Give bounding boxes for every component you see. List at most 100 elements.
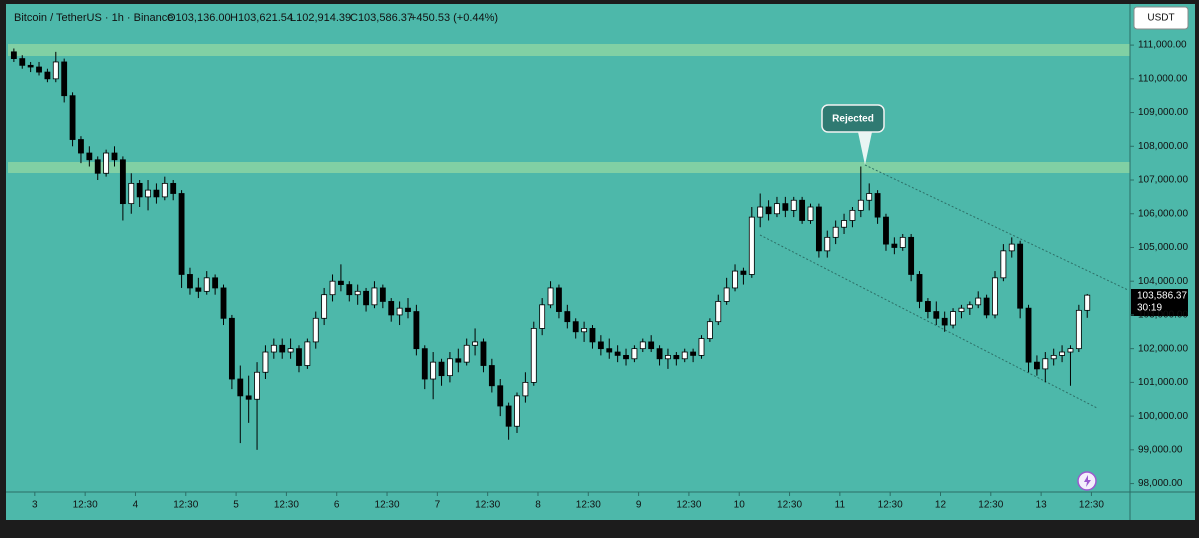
candle-body <box>228 317 235 380</box>
candle-body <box>19 58 26 66</box>
candle-body <box>170 182 177 194</box>
candle-body <box>86 152 93 161</box>
candle-body <box>455 358 462 363</box>
y-tick-label: 109,000.00 <box>1138 107 1188 118</box>
candle-body <box>111 152 118 161</box>
candle-body <box>1075 309 1082 350</box>
candle-body <box>1084 294 1091 311</box>
chart-background <box>6 4 1195 520</box>
candle-body <box>1000 250 1007 279</box>
candle-body <box>690 351 697 356</box>
x-tick-label: 12:30 <box>73 500 98 511</box>
y-tick-label: 101,000.00 <box>1138 377 1188 388</box>
candle-body <box>899 236 906 248</box>
countdown: 30:19 <box>1137 303 1162 314</box>
high-value: H103,621.54 <box>230 12 293 24</box>
y-tick-label: 110,000.00 <box>1138 73 1188 84</box>
candle-body <box>589 328 596 343</box>
candle-body <box>304 341 311 366</box>
x-tick-label: 12:30 <box>676 500 701 511</box>
candle-body <box>740 270 747 275</box>
candle-body <box>203 277 210 292</box>
y-tick-label: 100,000.00 <box>1138 411 1188 422</box>
candle-body <box>656 348 663 360</box>
candle-body <box>312 317 319 343</box>
candle-body <box>413 311 420 350</box>
symbol: Bitcoin / TetherUS · 1h · Binance <box>14 12 173 24</box>
candle-body <box>732 270 738 289</box>
candle-body <box>916 274 923 302</box>
candle-body <box>706 321 713 339</box>
candle-body <box>296 348 302 366</box>
candle-body <box>639 341 646 350</box>
candle-body <box>547 287 554 306</box>
candle-body <box>212 277 219 289</box>
candle-body <box>379 287 386 302</box>
candle-body <box>396 307 403 316</box>
currency-label[interactable]: USDT <box>1147 13 1174 24</box>
x-tick-label: 12:30 <box>375 500 400 511</box>
candle-body <box>765 206 772 215</box>
change-value: +450.53 (+0.44%) <box>410 12 498 24</box>
candle-body <box>966 304 973 309</box>
candle-body <box>530 328 537 383</box>
x-tick-label: 3 <box>32 500 38 511</box>
x-tick-label: 12:30 <box>878 500 903 511</box>
y-tick-label: 111,000.00 <box>1138 40 1187 51</box>
candle-body <box>874 193 881 218</box>
candle-body <box>363 290 369 306</box>
x-tick-label: 12:30 <box>173 500 198 511</box>
currency-button[interactable] <box>1133 6 1189 30</box>
candle-body <box>983 297 990 316</box>
candle-body <box>195 287 202 292</box>
candle-body <box>1034 361 1040 370</box>
low-value: L102,914.39 <box>290 12 351 24</box>
x-tick-label: 9 <box>636 500 642 511</box>
candle-body <box>933 311 940 319</box>
y-tick-label: 103,000.00 <box>1138 310 1188 321</box>
candle-body <box>405 307 411 312</box>
candle-body <box>136 182 143 198</box>
candle-body <box>514 395 520 427</box>
channel-line <box>864 164 1129 291</box>
y-tick-label: 98,000.00 <box>1138 478 1183 489</box>
candle-body <box>69 95 76 140</box>
candle-body <box>78 139 84 154</box>
candle-body <box>950 311 956 326</box>
candle-body <box>27 64 34 68</box>
candle-body <box>975 297 982 306</box>
candle-body <box>924 301 931 312</box>
candle-body <box>505 405 512 427</box>
candle-body <box>178 193 185 275</box>
candle-body <box>430 361 437 380</box>
resistance-zone <box>8 44 1130 56</box>
candle-body <box>1025 307 1032 363</box>
close-value: C103,586.37 <box>350 12 413 24</box>
x-tick-label: 12:30 <box>274 500 299 511</box>
candle-body <box>36 66 42 73</box>
candle-body <box>958 307 965 312</box>
candle-body <box>866 193 873 201</box>
last-price: 103,586.37 <box>1137 291 1187 302</box>
last-price-box <box>1131 289 1188 316</box>
candle-body <box>908 236 915 275</box>
channel-line <box>759 234 1098 409</box>
y-tick-label: 102,000.00 <box>1138 343 1188 354</box>
resistance-zone <box>8 162 1130 173</box>
candle-body <box>614 351 621 356</box>
candle-body <box>371 287 378 306</box>
y-tick-label: 106,000.00 <box>1138 208 1188 219</box>
candle-body <box>757 206 764 218</box>
callout-box <box>821 104 885 133</box>
candle-body <box>421 348 428 380</box>
candle-body <box>799 199 806 221</box>
candle-body <box>807 206 814 221</box>
candle-body <box>94 159 101 174</box>
candle-body <box>1059 351 1065 356</box>
candle-body <box>606 348 613 353</box>
candle-body <box>354 290 361 296</box>
x-tick-label: 8 <box>535 500 541 511</box>
candle-body <box>245 395 252 400</box>
candle-body <box>815 206 822 252</box>
